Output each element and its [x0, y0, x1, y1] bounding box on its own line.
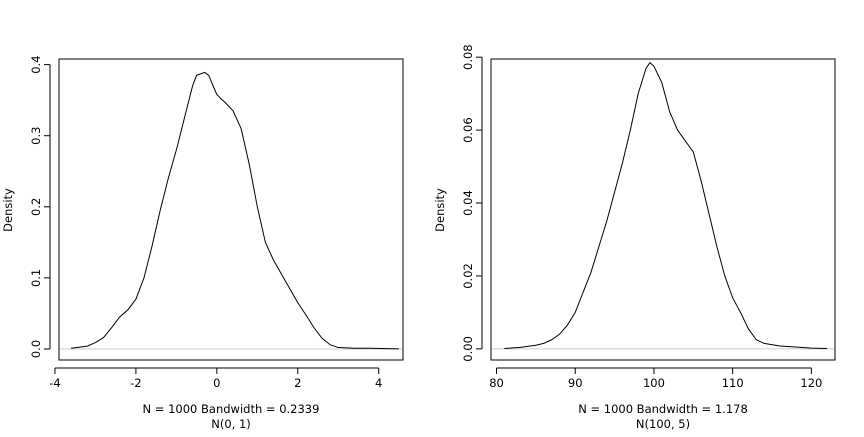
x-tick-label-left: 4	[375, 376, 382, 390]
x-tick-label-right: 80	[489, 376, 504, 390]
x-tick-label-left: 2	[294, 376, 301, 390]
x-tick-label-left: -4	[49, 376, 60, 390]
x-axis-left: -4 -2 0 2 4	[49, 367, 382, 390]
y-tick-label-left: 0.0	[29, 340, 43, 358]
y-tick-label-right: 0.00	[461, 336, 475, 362]
density-curve-right	[504, 61, 828, 350]
y-axis-title-right: Density	[433, 188, 447, 232]
x-axis-subtitle-line2-right: N(100, 5)	[636, 417, 690, 431]
y-tick-label-right: 0.06	[461, 117, 475, 143]
x-axis-subtitle-line1-right: N = 1000 Bandwidth = 1.178	[578, 402, 748, 416]
x-axis-right: 80 90 100 110 120	[489, 367, 822, 390]
y-tick-label-right: 0.08	[461, 44, 475, 70]
density-plot-right: 80 90 100 110 120 0.00 0.02 0.04 0.06 0.08 Densi…	[433, 44, 836, 431]
y-tick-label-right: 0.04	[461, 190, 475, 216]
y-axis-title-left: Density	[1, 188, 15, 232]
y-axis-left: 0.0 0.1 0.2 0.3 0.4	[29, 55, 51, 358]
y-tick-label-left: 0.4	[29, 55, 43, 73]
y-tick-label-left: 0.2	[29, 198, 43, 216]
x-axis-subtitle-line2-left: N(0, 1)	[211, 417, 251, 431]
x-tick-label-right: 110	[722, 376, 744, 390]
plot-frame-left	[58, 58, 404, 361]
x-tick-label-right: 120	[800, 376, 822, 390]
x-tick-label-left: 0	[213, 376, 220, 390]
density-plot-left: -4 -2 0 2 4 0.0 0.1 0.2 0.3 0.4 Density N = 1000…	[1, 55, 404, 431]
y-axis-right: 0.00 0.02 0.04 0.06 0.08	[461, 44, 483, 362]
x-tick-label-left: -2	[130, 376, 141, 390]
y-tick-label-left: 0.1	[29, 269, 43, 287]
x-axis-subtitle-line1-left: N = 1000 Bandwidth = 0.2339	[143, 402, 320, 416]
density-curve-left	[71, 71, 399, 350]
plot-frame-right	[490, 58, 836, 361]
y-tick-label-left: 0.3	[29, 127, 43, 145]
y-tick-label-right: 0.02	[461, 263, 475, 289]
x-tick-label-right: 90	[568, 376, 583, 390]
x-tick-label-right: 100	[643, 376, 665, 390]
